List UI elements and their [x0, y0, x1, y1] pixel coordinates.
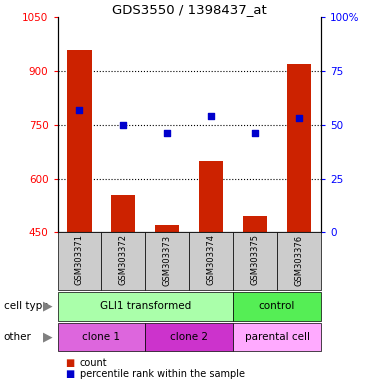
Bar: [145, 232, 189, 290]
Bar: [101, 232, 145, 290]
Bar: [155, 225, 179, 232]
Text: ■: ■: [65, 358, 74, 368]
Point: [121, 122, 127, 128]
Text: ■: ■: [65, 369, 74, 379]
Text: GSM303374: GSM303374: [207, 235, 216, 285]
Bar: [233, 232, 277, 290]
Bar: [58, 232, 101, 290]
Text: ▶: ▶: [43, 300, 53, 313]
Text: GSM303376: GSM303376: [295, 234, 303, 286]
Text: cell type: cell type: [4, 301, 48, 311]
Bar: [145, 323, 233, 351]
Text: percentile rank within the sample: percentile rank within the sample: [80, 369, 245, 379]
Bar: [111, 195, 135, 232]
Bar: [199, 161, 223, 232]
Text: GLI1 transformed: GLI1 transformed: [100, 301, 191, 311]
Point: [252, 130, 258, 136]
Text: GSM303375: GSM303375: [250, 235, 260, 285]
Bar: [68, 50, 92, 232]
Point: [296, 115, 302, 121]
Bar: [277, 232, 321, 290]
Text: count: count: [80, 358, 107, 368]
Point: [76, 107, 82, 113]
Text: clone 2: clone 2: [170, 332, 208, 342]
Title: GDS3550 / 1398437_at: GDS3550 / 1398437_at: [112, 3, 267, 16]
Text: control: control: [259, 301, 295, 311]
Text: parental cell: parental cell: [244, 332, 309, 342]
Bar: [243, 216, 267, 232]
Bar: [233, 292, 321, 321]
Bar: [233, 323, 321, 351]
Text: GSM303371: GSM303371: [75, 235, 84, 285]
Bar: [58, 292, 233, 321]
Text: clone 1: clone 1: [82, 332, 121, 342]
Bar: [189, 232, 233, 290]
Bar: [58, 323, 145, 351]
Bar: [287, 64, 311, 232]
Text: GSM303373: GSM303373: [163, 234, 172, 286]
Text: GSM303372: GSM303372: [119, 235, 128, 285]
Text: other: other: [4, 332, 32, 342]
Text: ▶: ▶: [43, 331, 53, 343]
Point: [164, 130, 170, 136]
Point: [208, 113, 214, 119]
